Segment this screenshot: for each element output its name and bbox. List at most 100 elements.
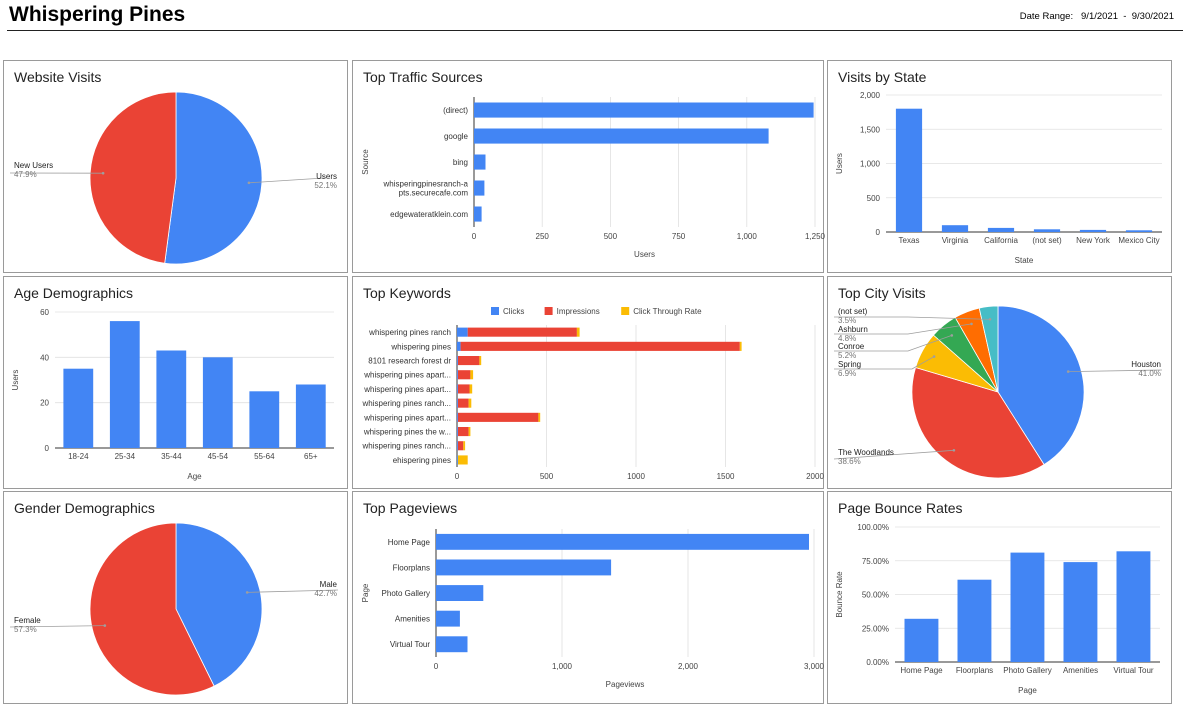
bar-1	[895, 108, 923, 232]
pie-percent: 5.2%	[838, 351, 856, 360]
legend-label: Clicks	[503, 307, 524, 316]
traffic-sources-panel: Top Traffic Sources 0 250 500 750 1,000 1,250…	[352, 60, 826, 273]
pie-percent: 3.5%	[838, 316, 856, 325]
bar-6	[295, 384, 326, 448]
pie-label: Ashburn	[838, 325, 868, 334]
x-tick-label: Home Page	[900, 666, 943, 675]
pie-percent: 41.0%	[1138, 369, 1161, 378]
bounce-chart: 0.00% 25.00% 50.00% 75.00% 100.00% Home Page F…	[835, 523, 1160, 695]
category-label: whispering pines apart...	[363, 385, 451, 394]
x-tick-label: 2,000	[678, 662, 699, 671]
x-tick-label: Virginia	[942, 236, 969, 245]
category-label: ehispering pines	[393, 456, 451, 465]
category-label: whispering pines	[390, 342, 451, 351]
age-demographics-panel: Age Demographics 0 20 40 60 18-24 25-34 35-44 4…	[3, 276, 348, 489]
pie-slice-2	[89, 91, 177, 264]
bar-4-series-3	[470, 370, 474, 380]
category-label: edgewateratklein.com	[390, 210, 468, 219]
bar-2	[941, 225, 969, 232]
bar-3	[987, 227, 1015, 232]
bar-2-series-3	[739, 341, 742, 351]
bar-1	[63, 368, 94, 448]
x-tick-label: 0	[455, 472, 460, 481]
visits-by-state-panel: Visits by State 0 500 1,000 1,500 2,000 Texas…	[827, 60, 1172, 273]
bar-5-series-2	[457, 384, 470, 394]
x-tick-label: Texas	[899, 236, 920, 245]
category-label: whispering pines the w...	[363, 428, 451, 437]
bar-9-series-2	[457, 441, 464, 451]
y-axis-title: Source	[361, 149, 370, 175]
x-tick-label: Virtual Tour	[1113, 666, 1154, 675]
pie-label: Male	[320, 580, 338, 589]
category-label: whispering pines apart...	[363, 371, 451, 380]
bar-2	[436, 559, 612, 576]
y-tick-label: 20	[40, 399, 49, 408]
title-underline	[7, 30, 1183, 31]
pie-leader-dot	[247, 181, 251, 185]
traffic-chart: 0 250 500 750 1,000 1,250 (direct) google bing wh…	[361, 97, 826, 259]
x-tick-label: Amenities	[1063, 666, 1098, 675]
bar-5	[1116, 551, 1151, 662]
x-tick-label: Floorplans	[956, 666, 993, 675]
bar-8-series-3	[468, 427, 471, 437]
bar-2	[474, 128, 769, 144]
bar-3-series-1	[457, 356, 458, 366]
category-label: Photo Gallery	[382, 589, 430, 598]
y-tick-label: 1,000	[860, 160, 881, 169]
category-label: whisperingpinesranch-a	[383, 180, 469, 189]
dashboard-title: Whispering Pines	[9, 3, 186, 26]
x-tick-label: 250	[536, 232, 550, 241]
bar-6-series-3	[468, 398, 472, 408]
pie-leader-line	[9, 625, 105, 628]
x-tick-label: 65+	[304, 452, 318, 461]
panel-title: Visits by State	[838, 69, 927, 85]
pie-label: (not set)	[838, 307, 868, 316]
pie-percent: 47.9%	[14, 170, 37, 179]
x-tick-label: Photo Gallery	[1003, 666, 1051, 675]
pie-percent: 52.1%	[314, 181, 337, 190]
legend-swatch	[621, 307, 630, 315]
pie-leader-dot	[950, 334, 954, 337]
bar-3	[156, 350, 187, 448]
x-axis-title: Page	[1018, 686, 1037, 695]
x-tick-label: 750	[672, 232, 686, 241]
category-label: google	[444, 132, 469, 141]
x-tick-label: California	[984, 236, 1018, 245]
pie-percent: 42.7%	[314, 589, 337, 598]
state-chart: 0 500 1,000 1,500 2,000 Texas Virginia Californ…	[835, 91, 1162, 265]
bar-1-series-3	[576, 327, 580, 337]
date-range[interactable]: Date Range: 9/1/2021 - 9/30/2021	[1020, 11, 1174, 22]
pie-percent: 38.6%	[838, 457, 861, 466]
x-tick-label: 500	[604, 232, 618, 241]
age-chart: 0 20 40 60 18-24 25-34 35-44 45-54 55-64 65+ Age Us…	[11, 308, 334, 481]
category-label: whispering pines ranch	[368, 328, 451, 337]
x-tick-label: 1500	[717, 472, 735, 481]
bar-9-series-1	[457, 441, 458, 451]
x-tick-label: 1,000	[552, 662, 573, 671]
pie-leader-line	[834, 316, 990, 320]
legend-label: Click Through Rate	[633, 307, 702, 316]
page-bounce-rates-panel: Page Bounce Rates 0.00% 25.00% 50.00% 75.00…	[827, 491, 1172, 704]
pie-leader-dot	[1066, 370, 1070, 373]
bar-7-series-3	[538, 412, 541, 422]
pie-slice-1	[997, 305, 1085, 466]
bar-1-series-2	[467, 327, 577, 337]
bar-3	[474, 154, 486, 170]
date-end[interactable]: 9/30/2021	[1131, 11, 1174, 22]
bar-6	[1125, 230, 1153, 232]
panel-title: Top Keywords	[363, 285, 451, 301]
date-separator: -	[1123, 11, 1127, 22]
x-tick-label: 500	[540, 472, 554, 481]
category-label: whispering pines apart...	[363, 413, 451, 422]
bar-10-series-3	[457, 455, 468, 465]
panel-title: Age Demographics	[14, 285, 134, 301]
category-label: whispering pines ranch...	[362, 442, 452, 451]
pie-leader-dot	[952, 449, 956, 452]
pie-slice-1	[175, 522, 263, 687]
bar-5-series-3	[469, 384, 473, 394]
category-label: (direct)	[443, 106, 468, 115]
date-start[interactable]: 9/1/2021	[1081, 11, 1118, 22]
category-label: 8101 research forest dr	[368, 357, 451, 366]
